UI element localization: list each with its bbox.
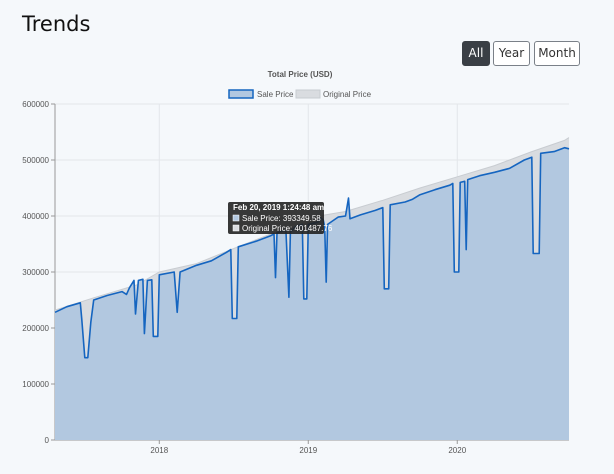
y-tick-label: 100000 <box>22 380 49 389</box>
tooltip-sale-swatch <box>232 214 240 222</box>
tooltip-sale-value: Sale Price: 393349.58 <box>242 214 321 223</box>
range-month-button[interactable]: Month <box>534 41 580 66</box>
tooltip-original-swatch <box>232 224 240 232</box>
chart-title: Total Price (USD) <box>268 70 333 79</box>
sale-price-line <box>54 146 570 359</box>
x-tick-label: 2018 <box>150 446 168 455</box>
page-title: Trends <box>22 12 91 36</box>
x-tick-label: 2020 <box>448 446 466 455</box>
series-layer <box>54 137 570 440</box>
y-tick-label: 300000 <box>22 268 49 277</box>
sale-price-area <box>55 147 569 440</box>
y-tick-label: 200000 <box>22 324 49 333</box>
legend-sale-label: Sale Price <box>257 90 294 99</box>
legend-original-label: Original Price <box>323 90 372 99</box>
y-tick-label: 500000 <box>22 156 49 165</box>
y-tick-label: 400000 <box>22 212 49 221</box>
y-axis-ticks: 0 100000 200000 300000 400000 500000 600000 <box>22 100 49 445</box>
tooltip: Feb 20, 2019 1:24:48 am Sale Price: 3933… <box>228 202 333 234</box>
range-all-button[interactable]: All <box>462 41 490 66</box>
tooltip-original-value: Original Price: 401487.76 <box>242 224 333 233</box>
range-year-button[interactable]: Year <box>493 41 530 66</box>
legend: Sale Price Original Price <box>228 89 372 99</box>
legend-sale-swatch <box>228 89 254 99</box>
x-tick-label: 2019 <box>299 446 317 455</box>
y-tick-label: 0 <box>45 436 50 445</box>
x-axis-ticks: 2018 2019 2020 <box>150 446 466 455</box>
tooltip-box <box>228 202 324 234</box>
y-tick-label: 600000 <box>22 100 49 109</box>
tooltip-title: Feb 20, 2019 1:24:48 am <box>233 203 324 212</box>
legend-original-swatch <box>295 89 321 99</box>
